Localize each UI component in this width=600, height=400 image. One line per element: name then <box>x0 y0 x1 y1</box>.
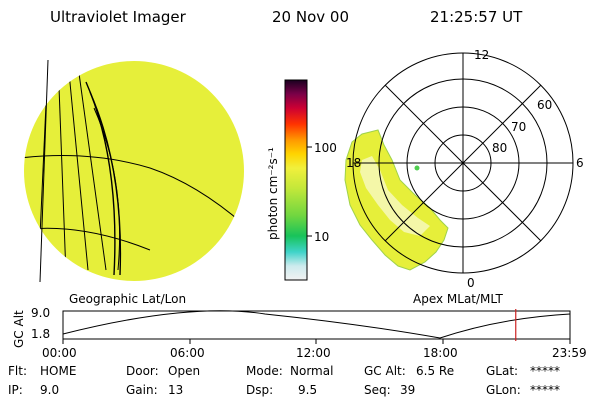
timeline-xtick: 18:00 <box>423 346 458 360</box>
timeline-xtick: 23:59 <box>552 346 587 360</box>
app-title: Ultraviolet Imager <box>50 8 186 26</box>
seq-label: Seq: <box>364 383 391 397</box>
flt-value: HOME <box>40 364 77 378</box>
altitude-timeline <box>62 309 571 344</box>
polar-plot <box>344 52 574 274</box>
altitude-curve <box>62 310 571 339</box>
glat-label: GLat: <box>486 364 519 378</box>
timeline-xtick: 00:00 <box>42 346 77 360</box>
seq-value: 39 <box>400 383 416 397</box>
mlt-line <box>384 84 542 242</box>
mode-label: Mode: <box>246 364 283 378</box>
mode-value: Normal <box>290 364 334 378</box>
left-panel-caption: Geographic Lat/Lon <box>69 292 187 306</box>
mlt-label-0: 0 <box>467 276 475 290</box>
timeline-ytick-top: 9.0 <box>31 306 51 320</box>
longitude-line <box>77 65 107 271</box>
right-panel-caption: Apex MLat/MLT <box>413 292 503 306</box>
timeline-xtick: 12:00 <box>296 346 331 360</box>
door-label: Door: <box>126 364 159 378</box>
dsp-label: Dsp: <box>246 383 274 397</box>
gc-alt-label: GC Alt: <box>364 364 406 378</box>
mlat-label-80: 80 <box>492 141 508 155</box>
timeline-ylabel: GC Alt <box>12 310 26 348</box>
ip-label: IP: <box>8 383 23 397</box>
latitude-line <box>24 155 244 231</box>
coastline <box>93 107 121 271</box>
mlat-label-60: 60 <box>537 98 553 112</box>
gain-label: Gain: <box>126 383 158 397</box>
longitude-line <box>67 61 89 271</box>
colorbar <box>285 80 307 280</box>
image-time: 21:25:57 UT <box>430 8 523 26</box>
mlt-label-12: 12 <box>474 48 490 62</box>
timeline-ytick-bottom: 1.8 <box>31 327 51 341</box>
glat-value: ***** <box>530 364 560 378</box>
auroral-spot <box>414 165 420 171</box>
longitude-line <box>57 61 67 276</box>
colorbar-label: photon cm⁻²s⁻¹ <box>266 147 280 240</box>
glon-label: GLon: <box>486 383 521 397</box>
gain-value: 13 <box>168 383 184 397</box>
glon-value: ***** <box>530 383 560 397</box>
colorbar-tick-100: 100 <box>314 141 337 155</box>
mlt-label-18: 18 <box>346 156 362 170</box>
mlt-label-6: 6 <box>576 156 584 170</box>
colorbar-tick-10: 10 <box>314 230 330 244</box>
mlat-label-70: 70 <box>511 120 527 134</box>
door-value: Open <box>168 364 201 378</box>
image-date: 20 Nov 00 <box>272 8 349 26</box>
timeline-xtick: 06:00 <box>170 346 205 360</box>
ip-value: 9.0 <box>40 383 60 397</box>
dsp-value: 9.5 <box>298 383 318 397</box>
auroral-oval-bright <box>360 156 430 236</box>
gc-alt-value: 6.5 Re <box>416 364 455 378</box>
flt-label: Flt: <box>8 364 27 378</box>
geographic-image <box>24 59 244 283</box>
